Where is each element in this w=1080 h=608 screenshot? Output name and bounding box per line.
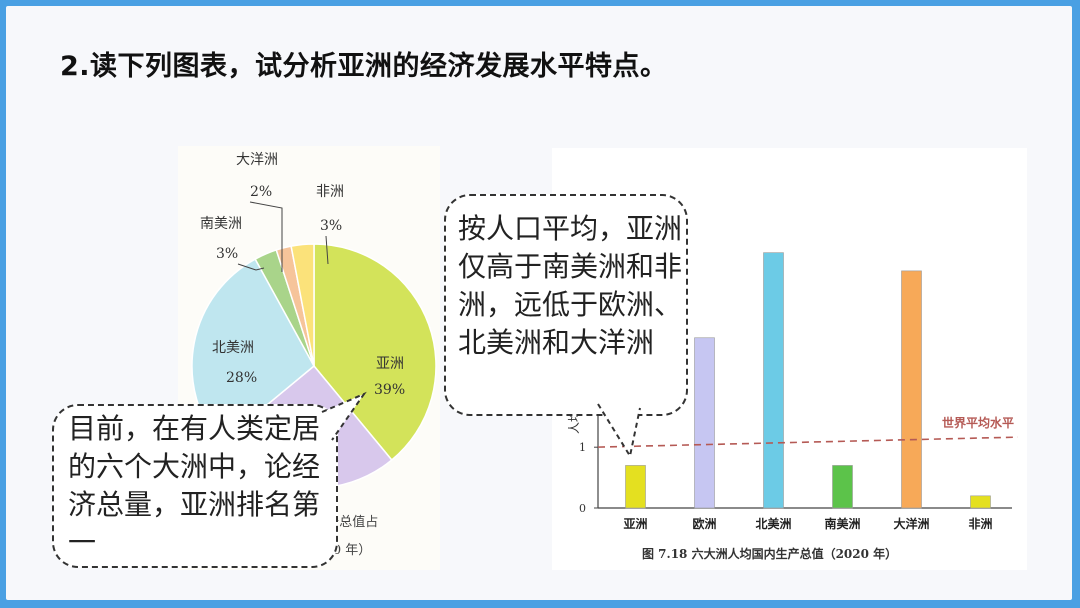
pie-slice-label: 南美洲 [200,216,242,232]
pie-slice-value: 2% [250,184,272,200]
pie-slice-label: 北美洲 [212,340,254,356]
pie-slice [313,243,437,462]
bar [832,465,853,509]
bar [694,337,715,509]
x-tick-label: 欧洲 [692,516,716,531]
pie-leader-line [325,235,329,265]
y-tick-label: 0 [579,502,586,515]
pie-slice-value: 28% [226,370,257,386]
world-average-label: 世界平均水平 [942,415,1014,430]
y-tick-label: 1 [579,441,586,454]
bar-caption: 图 7.18 六大洲人均国内生产总值（2020 年） [642,546,897,561]
bar [763,252,784,509]
pie-slice-label: 非洲 [316,184,344,200]
page-title: 2.读下列图表，试分析亚洲的经济发展水平特点。 [60,51,668,82]
x-tick-label: 大洋洲 [893,516,929,531]
callout-total-gdp-text: 目前，在有人类定居的六个大洲中，论经济总量，亚洲排名第一 [68,412,321,559]
world-average-line [597,436,1019,448]
pie-slice-label: 亚洲 [376,356,404,372]
callout-total-gdp: 目前，在有人类定居的六个大洲中，论经济总量，亚洲排名第一 [52,404,338,568]
x-tick-label: 北美洲 [755,516,791,531]
bar [970,495,991,509]
pie-leader-line [237,263,265,271]
bar [901,270,922,509]
pie-slice-value: 3% [320,218,342,234]
pie-leader-line [249,201,283,272]
callout-per-capita-text: 按人口平均，亚洲仅高于南美洲和非洲，远低于欧洲、北美洲和大洋洲 [458,212,683,359]
x-tick-label: 非洲 [968,516,992,531]
pie-slice-value: 39% [374,382,405,398]
callout-per-capita: 按人口平均，亚洲仅高于南美洲和非洲，远低于欧洲、北美洲和大洋洲 [444,194,688,416]
pie-slice-value: 3% [216,246,238,262]
bar [625,465,646,509]
x-tick-label: 南美洲 [824,516,860,531]
x-tick-label: 亚洲 [623,517,647,531]
pie-slice [290,243,315,367]
pie-slice-label: 大洋洲 [236,152,278,168]
